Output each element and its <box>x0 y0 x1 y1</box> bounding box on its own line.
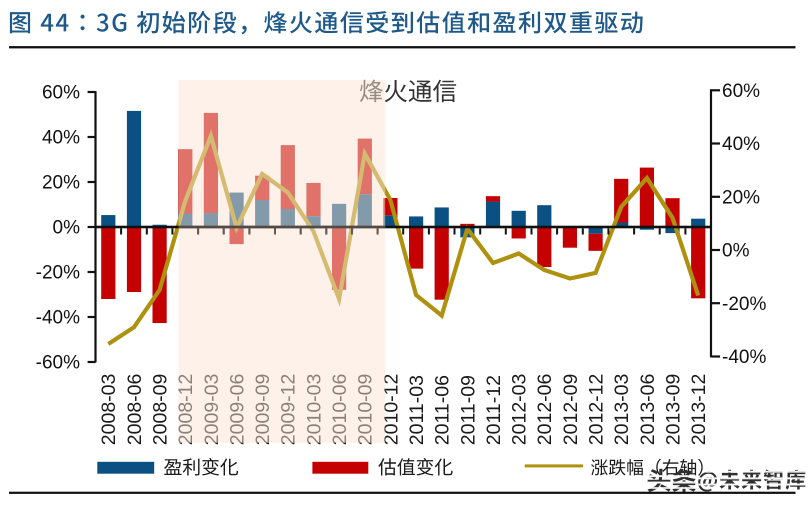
svg-text:2012-12: 2012-12 <box>586 374 608 446</box>
svg-text:2013-03: 2013-03 <box>611 374 633 446</box>
svg-text:60%: 60% <box>722 81 760 102</box>
svg-text:-40%: -40% <box>36 308 80 329</box>
svg-text:2013-12: 2013-12 <box>688 374 710 446</box>
svg-text:20%: 20% <box>722 187 760 208</box>
svg-text:2012-09: 2012-09 <box>560 374 582 446</box>
svg-text:-40%: -40% <box>722 347 766 368</box>
svg-text:2011-06: 2011-06 <box>432 375 454 445</box>
svg-text:2008-09: 2008-09 <box>150 374 172 446</box>
svg-text:2012-06: 2012-06 <box>534 374 556 446</box>
svg-text:2012-03: 2012-03 <box>509 374 531 446</box>
svg-text:40%: 40% <box>722 134 760 155</box>
svg-text:2008-03: 2008-03 <box>98 374 120 446</box>
svg-text:20%: 20% <box>42 173 80 194</box>
svg-text:0%: 0% <box>53 218 81 239</box>
svg-text:2013-06: 2013-06 <box>637 374 659 446</box>
svg-text:-60%: -60% <box>36 353 80 374</box>
svg-text:2013-09: 2013-09 <box>662 374 684 446</box>
svg-text:60%: 60% <box>42 83 80 104</box>
svg-text:2011-09: 2011-09 <box>457 375 479 445</box>
svg-text:0%: 0% <box>722 241 750 262</box>
svg-text:-20%: -20% <box>722 294 766 315</box>
svg-text:2010-12: 2010-12 <box>380 374 402 446</box>
svg-text:-20%: -20% <box>36 263 80 284</box>
svg-text:2008-06: 2008-06 <box>124 374 146 446</box>
svg-text:2011-12: 2011-12 <box>483 375 505 445</box>
svg-text:40%: 40% <box>42 128 80 149</box>
svg-text:2011-03: 2011-03 <box>406 375 428 445</box>
